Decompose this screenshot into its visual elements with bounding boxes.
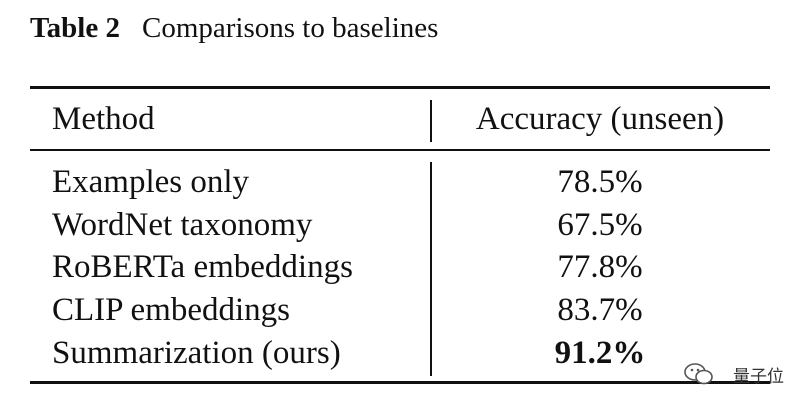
caption-title: Comparisons to baselines [142,12,439,44]
accuracy-cell: 83.7% [557,292,643,328]
bottom-rule [30,381,770,384]
mid-rule [30,149,770,151]
method-cell: WordNet taxonomy [52,207,313,243]
accuracy-cell: 91.2% [554,335,646,371]
watermark: 量子位 [733,367,784,387]
caption: Table 2 Comparisons to baselines [30,12,438,45]
method-cell: Examples only [52,164,250,200]
method-cell: RoBERTa embeddings [52,249,353,285]
top-rule [30,86,770,89]
column-separator [430,100,432,142]
method-cell: CLIP embeddings [52,292,291,328]
method-cell: Summarization (ours) [52,335,341,371]
header-cell: Accuracy (unseen) [475,101,725,137]
accuracy-cell: 78.5% [557,164,643,200]
column-separator [430,162,432,376]
accuracy-cell: 77.8% [557,249,643,285]
caption-label: Table 2 [30,12,120,44]
header-cell: Method [52,101,155,137]
accuracy-cell: 67.5% [557,207,643,243]
watermark-icon [684,363,713,385]
